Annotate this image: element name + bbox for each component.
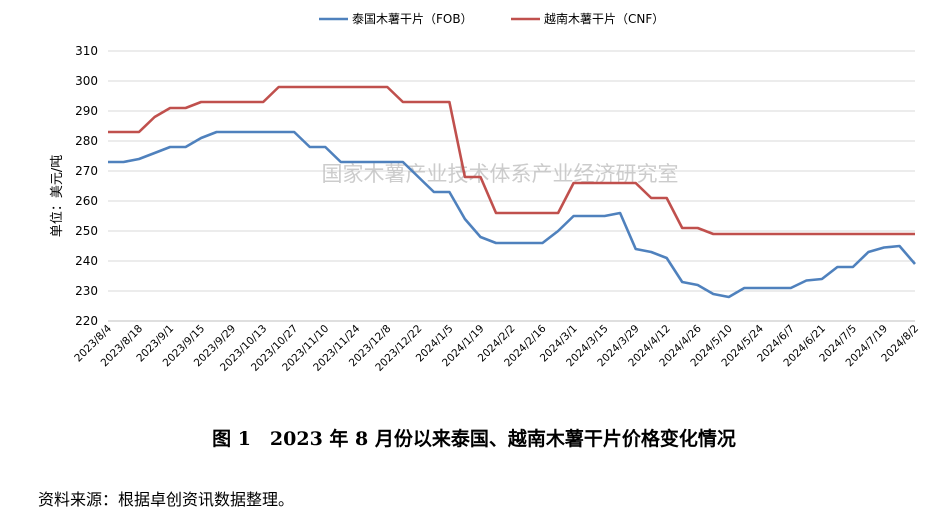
chart-series [108, 85, 916, 299]
y-tick-label: 290 [75, 104, 98, 118]
chart-legend: 泰国木薯干片（FOB） 越南木薯干片（CNF） [319, 11, 664, 26]
y-tick-label: 260 [75, 194, 98, 208]
y-tick-label: 240 [75, 254, 98, 268]
y-tick-label: 280 [75, 134, 98, 148]
y-axis-label: 单位：美元/吨 [50, 155, 65, 237]
legend-label-1: 越南木薯干片（CNF） [544, 11, 664, 26]
series-line-0 [108, 130, 916, 299]
y-tick-label: 270 [75, 164, 98, 178]
gridlines [108, 50, 915, 322]
y-tick-label: 310 [75, 44, 98, 58]
y-tick-label: 300 [75, 74, 98, 88]
y-tick-label: 220 [75, 314, 98, 328]
figure-caption: 图 1 2023 年 8 月份以来泰国、越南木薯干片价格变化情况 [212, 428, 736, 450]
y-tick-label: 250 [75, 224, 98, 238]
source-note: 资料来源：根据卓创资讯数据整理。 [38, 490, 295, 509]
series-line-1 [108, 85, 915, 236]
y-axis: 220 230 240 250 260 270 280 290 300 310 [75, 44, 98, 328]
legend-label-0: 泰国木薯干片（FOB） [352, 12, 473, 26]
price-line-chart: 泰国木薯干片（FOB） 越南木薯干片（CNF） 220 230 240 250 260 27… [50, 11, 921, 374]
x-axis: 2023/8/42023/8/182023/9/12023/9/152023/9… [72, 320, 921, 374]
y-tick-label: 230 [75, 284, 98, 298]
